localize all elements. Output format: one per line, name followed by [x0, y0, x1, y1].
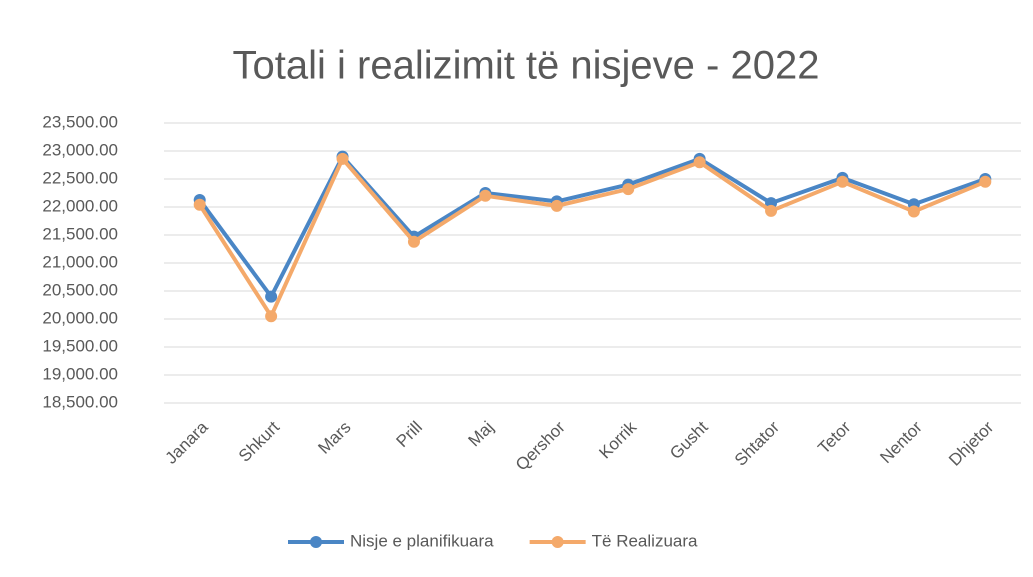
x-tick-label: Korrik: [595, 417, 640, 462]
x-tick-label: Mars: [314, 418, 354, 458]
point: [193, 198, 206, 211]
legend-marker: [551, 536, 564, 548]
y-tick-label: 19,500.00: [42, 336, 118, 355]
x-tick-label: Gusht: [666, 417, 712, 463]
point: [907, 205, 920, 218]
point: [693, 156, 706, 169]
x-tick-label: Qershor: [512, 417, 569, 474]
chart-title: Totali i realizimit të nisjeve - 2022: [233, 44, 820, 88]
point: [407, 235, 420, 248]
y-tick-label: 23,500.00: [42, 112, 118, 131]
x-tick-label: Shtator: [731, 417, 783, 469]
y-tick-label: 19,000.00: [42, 364, 118, 383]
x-tick-label: Tetor: [814, 417, 854, 457]
point: [265, 310, 278, 323]
point: [622, 183, 635, 196]
legend-marker: [310, 536, 322, 548]
y-tick-label: 22,500.00: [42, 168, 118, 187]
y-tick-label: 21,500.00: [42, 224, 118, 243]
x-tick-label: Janara: [162, 417, 213, 468]
x-tick-label: Maj: [465, 418, 498, 451]
x-tick-label: Prill: [392, 418, 425, 451]
point: [479, 189, 492, 202]
point: [265, 290, 278, 303]
x-tick-label: Shkurt: [235, 417, 283, 465]
point: [765, 204, 778, 217]
y-tick-label: 18,500.00: [42, 392, 118, 411]
series-line: [198, 156, 987, 319]
point: [550, 199, 563, 212]
y-tick-label: 21,000.00: [42, 252, 118, 271]
series-line: [198, 154, 986, 299]
legend-label: Të Realizuara: [592, 531, 698, 550]
y-tick-label: 20,000.00: [42, 308, 118, 327]
legend-label: Nisje e planifikuara: [350, 531, 494, 550]
point: [336, 152, 349, 165]
point: [836, 175, 849, 188]
point: [979, 175, 992, 188]
y-tick-label: 22,000.00: [42, 196, 118, 215]
x-tick-label: Nentor: [876, 417, 926, 467]
x-tick-label: Dhjetor: [945, 417, 997, 469]
y-tick-label: 23,000.00: [42, 140, 118, 159]
y-tick-label: 20,500.00: [42, 280, 118, 299]
